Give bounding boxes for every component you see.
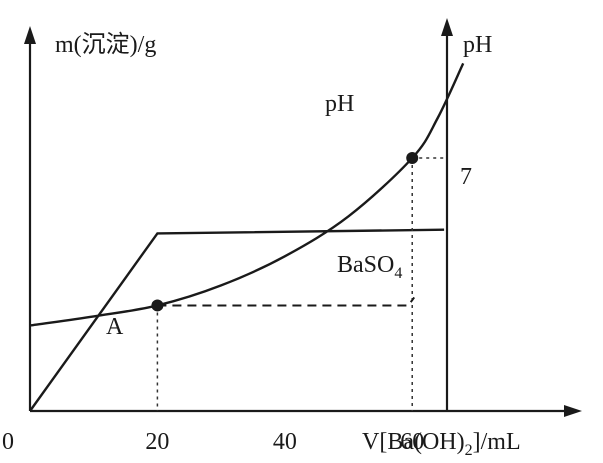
series-label-ph: pH bbox=[325, 91, 354, 117]
x-tick-label: 40 bbox=[273, 429, 297, 455]
point-ph7 bbox=[406, 152, 419, 165]
x-tick-label: 60 bbox=[400, 429, 424, 455]
origin-label: 0 bbox=[2, 429, 14, 455]
point-a-label: A bbox=[106, 314, 124, 340]
point-a bbox=[151, 299, 164, 312]
right-y-axis-arrow bbox=[441, 18, 453, 36]
series-label-baso4: BaSO4 bbox=[337, 252, 402, 282]
left-y-axis-title: m(沉淀)/g bbox=[55, 31, 156, 58]
right-y-axis-title: pH bbox=[463, 32, 492, 58]
x-axis-title-main: V[Ba(OH) bbox=[362, 429, 465, 455]
series-label-baso4-subscript: 4 bbox=[394, 265, 402, 282]
x-axis-arrow bbox=[564, 405, 582, 417]
series-label-baso4-main: BaSO bbox=[337, 252, 394, 278]
right-axis-tick-label: 7 bbox=[460, 164, 472, 190]
x-tick-label: 20 bbox=[145, 429, 169, 455]
x-axis-title-subscript: 2 bbox=[465, 442, 473, 459]
x-axis-title-tail: ]/mL bbox=[473, 429, 521, 455]
series-line-ph bbox=[29, 62, 465, 327]
series-line-baso4 bbox=[29, 228, 445, 412]
x-axis-title: V[Ba(OH)2]/mL bbox=[362, 429, 521, 459]
dashed-connector bbox=[157, 296, 416, 307]
left-y-axis-arrow bbox=[24, 26, 36, 44]
